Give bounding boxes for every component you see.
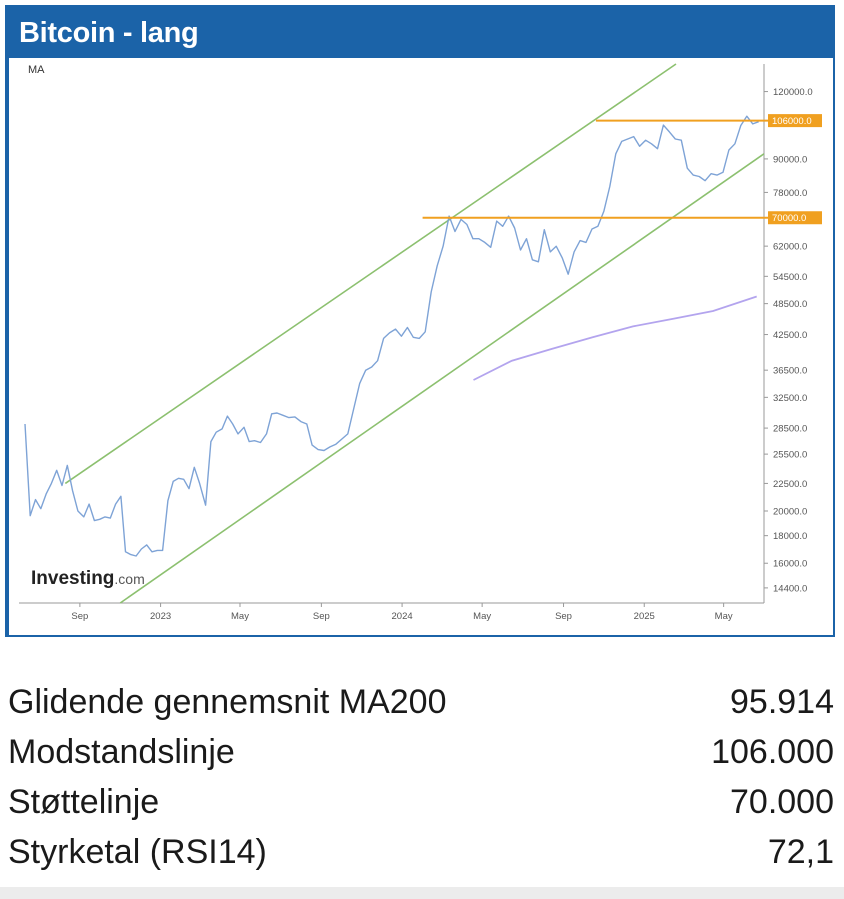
y-tick-label: 54500.0 <box>773 272 807 283</box>
stat-value: 72,1 <box>767 833 834 871</box>
stat-value: 106.000 <box>711 733 834 771</box>
stat-value: 70.000 <box>730 783 834 821</box>
footer-bar <box>0 887 844 899</box>
x-tick-label: Sep <box>555 611 572 622</box>
level-label: 70000.0 <box>772 213 806 224</box>
watermark-main: Investing <box>31 568 114 589</box>
x-tick-label: 2025 <box>634 611 655 622</box>
ma200-line <box>473 295 757 381</box>
panel-title: Bitcoin - lang <box>19 17 199 49</box>
x-tick-label: Sep <box>71 611 88 622</box>
stats-table: Glidende gennemsnit MA200 95.914 Modstands… <box>8 683 834 883</box>
y-tick-label: 48500.0 <box>773 299 807 310</box>
svg-text:Investing.com: Investing.com <box>31 568 145 589</box>
investing-watermark: Investing.com <box>31 568 145 589</box>
y-tick-label: 20000.0 <box>773 506 807 517</box>
level-label: 106000.0 <box>772 116 812 127</box>
stat-label: Styrketal (RSI14) <box>8 833 267 871</box>
chart-area: 120000.0 90000.0 78000.0 62000.0 54500.0 4850… <box>9 58 833 635</box>
x-tick-label: May <box>473 611 491 622</box>
channel-line-upper <box>64 63 677 485</box>
level-label-box <box>768 114 822 128</box>
stat-label: Glidende gennemsnit MA200 <box>8 683 447 721</box>
level-label-box <box>768 211 822 225</box>
y-tick-label: 32500.0 <box>773 393 807 404</box>
y-tick-label: 22500.0 <box>773 479 807 490</box>
y-tick-label: 90000.0 <box>773 154 807 165</box>
stat-row: Glidende gennemsnit MA200 95.914 <box>8 683 834 733</box>
stat-label: Modstandslinje <box>8 733 235 771</box>
y-tick-label: 78000.0 <box>773 188 807 199</box>
price-chart: 120000.0 90000.0 78000.0 62000.0 54500.0 4850… <box>19 63 822 622</box>
y-tick-label: 42500.0 <box>773 330 807 341</box>
stat-row: Styrketal (RSI14) 72,1 <box>8 833 834 883</box>
x-tick-label: Sep <box>313 611 330 622</box>
x-tick-label: 2024 <box>392 611 413 622</box>
y-tick-label: 14400.0 <box>773 583 807 594</box>
x-tick-label: 2023 <box>150 611 171 622</box>
y-tick-label: 25500.0 <box>773 450 807 461</box>
stat-row: Støttelinje 70.000 <box>8 783 834 833</box>
y-tick-label: 62000.0 <box>773 242 807 253</box>
stat-row: Modstandslinje 106.000 <box>8 733 834 783</box>
y-tick-label: 36500.0 <box>773 366 807 377</box>
stat-label: Støttelinje <box>8 783 160 821</box>
chart-panel: Bitcoin - lang 120000.0 90000.0 78000.0 620… <box>5 5 835 637</box>
x-tick-label: May <box>231 611 249 622</box>
watermark-suffix: .com <box>114 571 144 587</box>
y-tick-label: 120000.0 <box>773 87 813 98</box>
stat-value: 95.914 <box>730 683 834 721</box>
price-line <box>24 115 759 557</box>
x-tick-label: May <box>715 611 733 622</box>
y-tick-label: 28500.0 <box>773 424 807 435</box>
channel-line-lower <box>119 153 765 604</box>
indicator-label: MA <box>28 64 45 76</box>
y-tick-label: 16000.0 <box>773 559 807 570</box>
y-tick-label: 18000.0 <box>773 531 807 542</box>
